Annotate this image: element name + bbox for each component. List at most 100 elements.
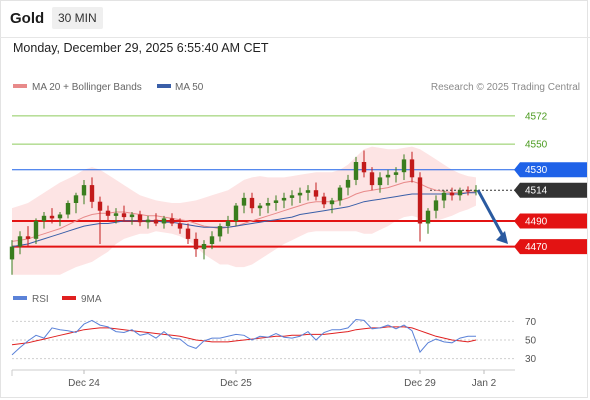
candle <box>465 186 471 196</box>
level-tag-4530 <box>514 162 587 178</box>
candle <box>193 232 199 257</box>
candle <box>409 151 415 183</box>
candle <box>289 190 295 206</box>
ma9-legend-swatch <box>62 296 76 300</box>
rsi-line <box>11 318 476 356</box>
x-tick-label: Jan 2 <box>472 378 497 389</box>
rsi-tick-30: 30 <box>525 354 537 365</box>
candle-body <box>393 172 399 175</box>
forecast-arrow <box>476 189 506 239</box>
candle <box>321 192 327 209</box>
x-tick-label: Dec 25 <box>220 378 252 389</box>
candle-body <box>153 219 159 224</box>
rsi-ma-line <box>11 326 477 346</box>
candle-body <box>473 190 479 192</box>
interval-selector[interactable]: 30 MIN <box>52 7 103 29</box>
candle <box>57 211 63 227</box>
candle <box>209 231 215 250</box>
candle-body <box>9 246 15 260</box>
candle-body <box>217 226 223 237</box>
candle <box>281 192 287 209</box>
candle <box>361 150 367 178</box>
candle <box>113 208 119 224</box>
candle <box>153 213 159 227</box>
candle <box>369 167 375 191</box>
candle-body <box>257 205 263 209</box>
level-tag-text-4530: 4530 <box>525 165 548 176</box>
candle-body <box>353 162 359 180</box>
candle <box>177 218 183 234</box>
candle-body <box>425 210 431 224</box>
candle-body <box>465 190 471 192</box>
candle-body <box>361 162 367 173</box>
candle-body <box>249 197 255 209</box>
candle-body <box>457 190 463 196</box>
candle <box>393 167 399 183</box>
source-credit: Research © 2025 Trading Central <box>431 82 580 93</box>
level-tag-4470 <box>514 239 587 255</box>
candle <box>377 172 383 193</box>
candle <box>273 195 279 211</box>
candle <box>385 169 391 186</box>
candle <box>9 240 15 275</box>
ma20-line <box>11 180 477 242</box>
candle <box>217 223 223 242</box>
candle-body <box>121 213 127 218</box>
forecast-arrow-head <box>496 231 508 244</box>
x-tick-label: Dec 29 <box>404 378 436 389</box>
candle-body <box>33 220 39 239</box>
candle <box>169 213 175 227</box>
candle <box>41 211 47 229</box>
candle-body <box>57 214 63 219</box>
rsi-legend-swatch <box>13 296 27 300</box>
candle-body <box>65 203 71 215</box>
candle-body <box>433 200 439 211</box>
candle <box>457 187 463 201</box>
candle-body <box>49 215 55 219</box>
candle <box>257 203 263 216</box>
candle <box>441 190 447 209</box>
candle <box>185 223 191 244</box>
candle <box>337 185 343 206</box>
candle-body <box>185 228 191 239</box>
candle-body <box>129 214 135 218</box>
candle-body <box>273 200 279 203</box>
candle <box>353 156 359 186</box>
candle <box>105 205 111 221</box>
candle <box>201 240 207 260</box>
candle <box>265 197 271 214</box>
candle <box>305 185 311 201</box>
candle <box>401 154 407 180</box>
candle-body <box>385 174 391 178</box>
candle-body <box>369 172 375 186</box>
candle-body <box>145 219 151 223</box>
candle-body <box>177 223 183 229</box>
candle-body <box>41 215 47 221</box>
candle <box>97 196 103 244</box>
ma50-line <box>11 192 476 248</box>
candle <box>49 208 55 224</box>
candle <box>417 172 423 242</box>
candle <box>313 182 319 201</box>
candle-body <box>289 195 295 198</box>
candle-body <box>305 190 311 193</box>
candle-body <box>321 196 327 205</box>
timestamp: Monday, December 29, 2025 6:55:40 AM CET <box>13 41 269 55</box>
candle-body <box>337 187 343 201</box>
bb-legend-swatch <box>13 84 27 88</box>
candle <box>345 174 351 196</box>
level-tag-text-4490: 4490 <box>525 216 548 227</box>
candle-body <box>17 236 23 247</box>
candle-body <box>161 218 167 224</box>
candle-body <box>281 197 287 201</box>
candle-body <box>97 201 103 211</box>
candle-body <box>441 192 447 201</box>
chart-header: Gold 30 MIN <box>0 0 590 38</box>
candle <box>129 211 135 225</box>
level-tag-4514 <box>514 182 587 198</box>
ma50-legend-swatch <box>157 84 171 88</box>
candle-body <box>417 177 423 224</box>
candle <box>145 215 151 229</box>
candle-body <box>401 159 407 173</box>
